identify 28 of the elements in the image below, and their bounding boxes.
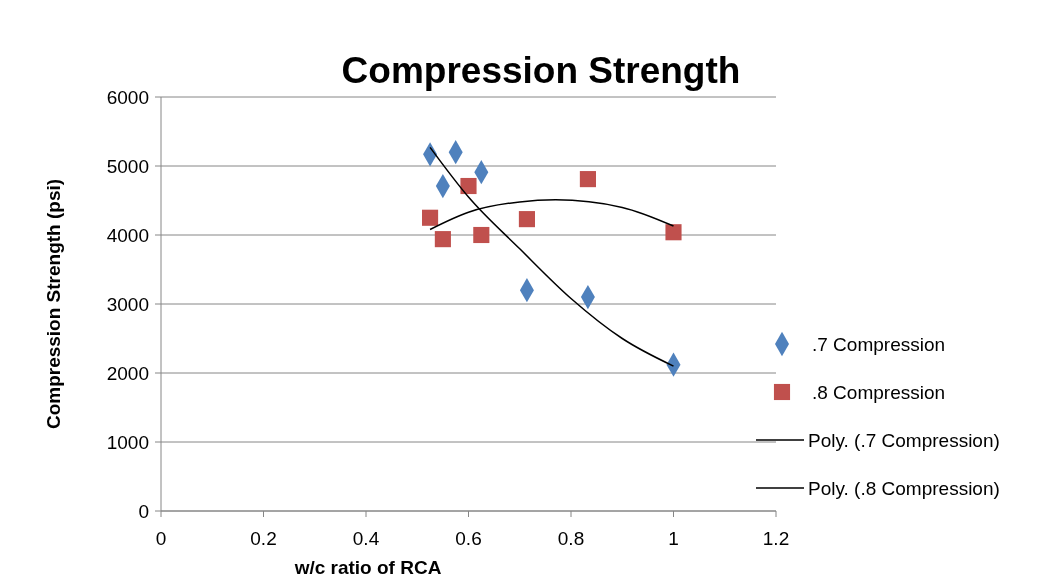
y-tick-label: 5000 (106, 155, 149, 177)
x-tick-label: 0.4 (352, 528, 380, 549)
x-tick-label: 0 (155, 528, 167, 549)
y-tick-label: 6000 (106, 86, 149, 108)
point (665, 224, 682, 241)
y-axis-title: Compression Strength (psi) (43, 178, 64, 430)
legend-label: Poly. (.7 Compression) (808, 429, 1000, 451)
y-tick-label: 3000 (106, 293, 149, 315)
y-tick-label: 2000 (106, 362, 149, 384)
x-axis-title: w/c ratio of RCA (293, 557, 442, 577)
legend-label: Poly. (.8 Compression) (808, 477, 1000, 499)
legend-label: .8 Compression (812, 381, 946, 403)
x-tick-label: 0.2 (250, 528, 277, 549)
y-tick-label: 4000 (106, 224, 149, 246)
x-tick-label: 1.2 (762, 528, 790, 549)
point (473, 226, 490, 244)
point (434, 231, 451, 248)
chart-title: Compression Strength (341, 50, 741, 91)
point (518, 211, 535, 228)
point (579, 171, 596, 188)
legend-label: .7 Compression (812, 333, 946, 355)
y-tick-label: 1000 (106, 431, 149, 453)
x-tick-label: 0.6 (455, 528, 482, 549)
point (422, 209, 439, 226)
y-tick-label: 0 (138, 500, 149, 522)
x-tick-label: 1 (668, 528, 679, 549)
point (460, 177, 477, 195)
x-tick-label: 0.8 (557, 528, 585, 549)
